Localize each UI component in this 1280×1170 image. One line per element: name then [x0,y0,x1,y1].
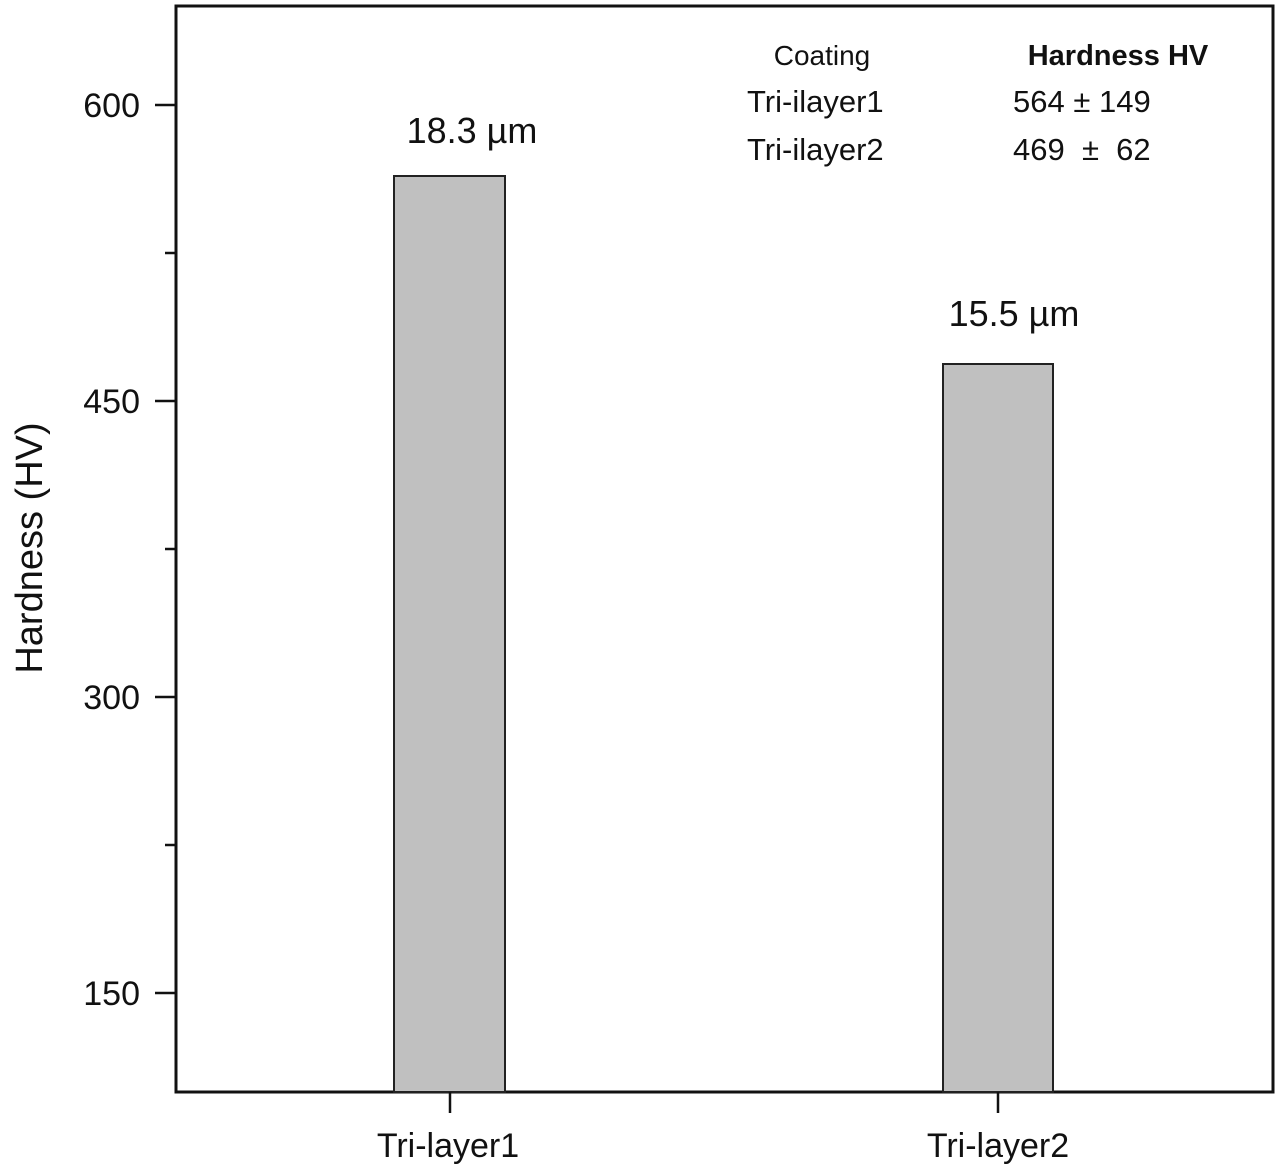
bar2-thickness-label: 15.5 µm [949,293,1080,334]
y-tick-450: 450 [83,383,140,421]
table-header-coating: Coating [774,40,871,71]
bar1-thickness-label: 18.3 µm [407,110,538,151]
x-axis-ticks [448,1092,1000,1113]
x-tick-tri-layer2: Tri-layer2 [927,1127,1069,1165]
table-row1-value: 564 ± 149 [1013,84,1151,119]
bar-tri-layer2 [942,363,1054,1093]
plot-frame [174,4,1275,1094]
bar-tri-layer1 [393,175,506,1093]
x-tick-tri-layer1: Tri-layer1 [377,1127,519,1165]
table-header-hardness: Hardness HV [1028,40,1209,72]
table-row2-coating: Tri-ilayer2 [747,132,884,167]
inset-hardness-table: Coating Hardness HV Tri-ilayer1 564 ± 14… [747,40,1209,167]
y-axis-title: Hardness (HV) [9,422,51,673]
table-row2-value: 469 ± 62 [1013,132,1151,167]
y-tick-150: 150 [83,975,140,1013]
y-tick-600: 600 [83,87,140,125]
table-row1-coating: Tri-ilayer1 [747,84,884,119]
y-tick-300: 300 [83,679,140,717]
y-axis-ticks [155,103,176,995]
